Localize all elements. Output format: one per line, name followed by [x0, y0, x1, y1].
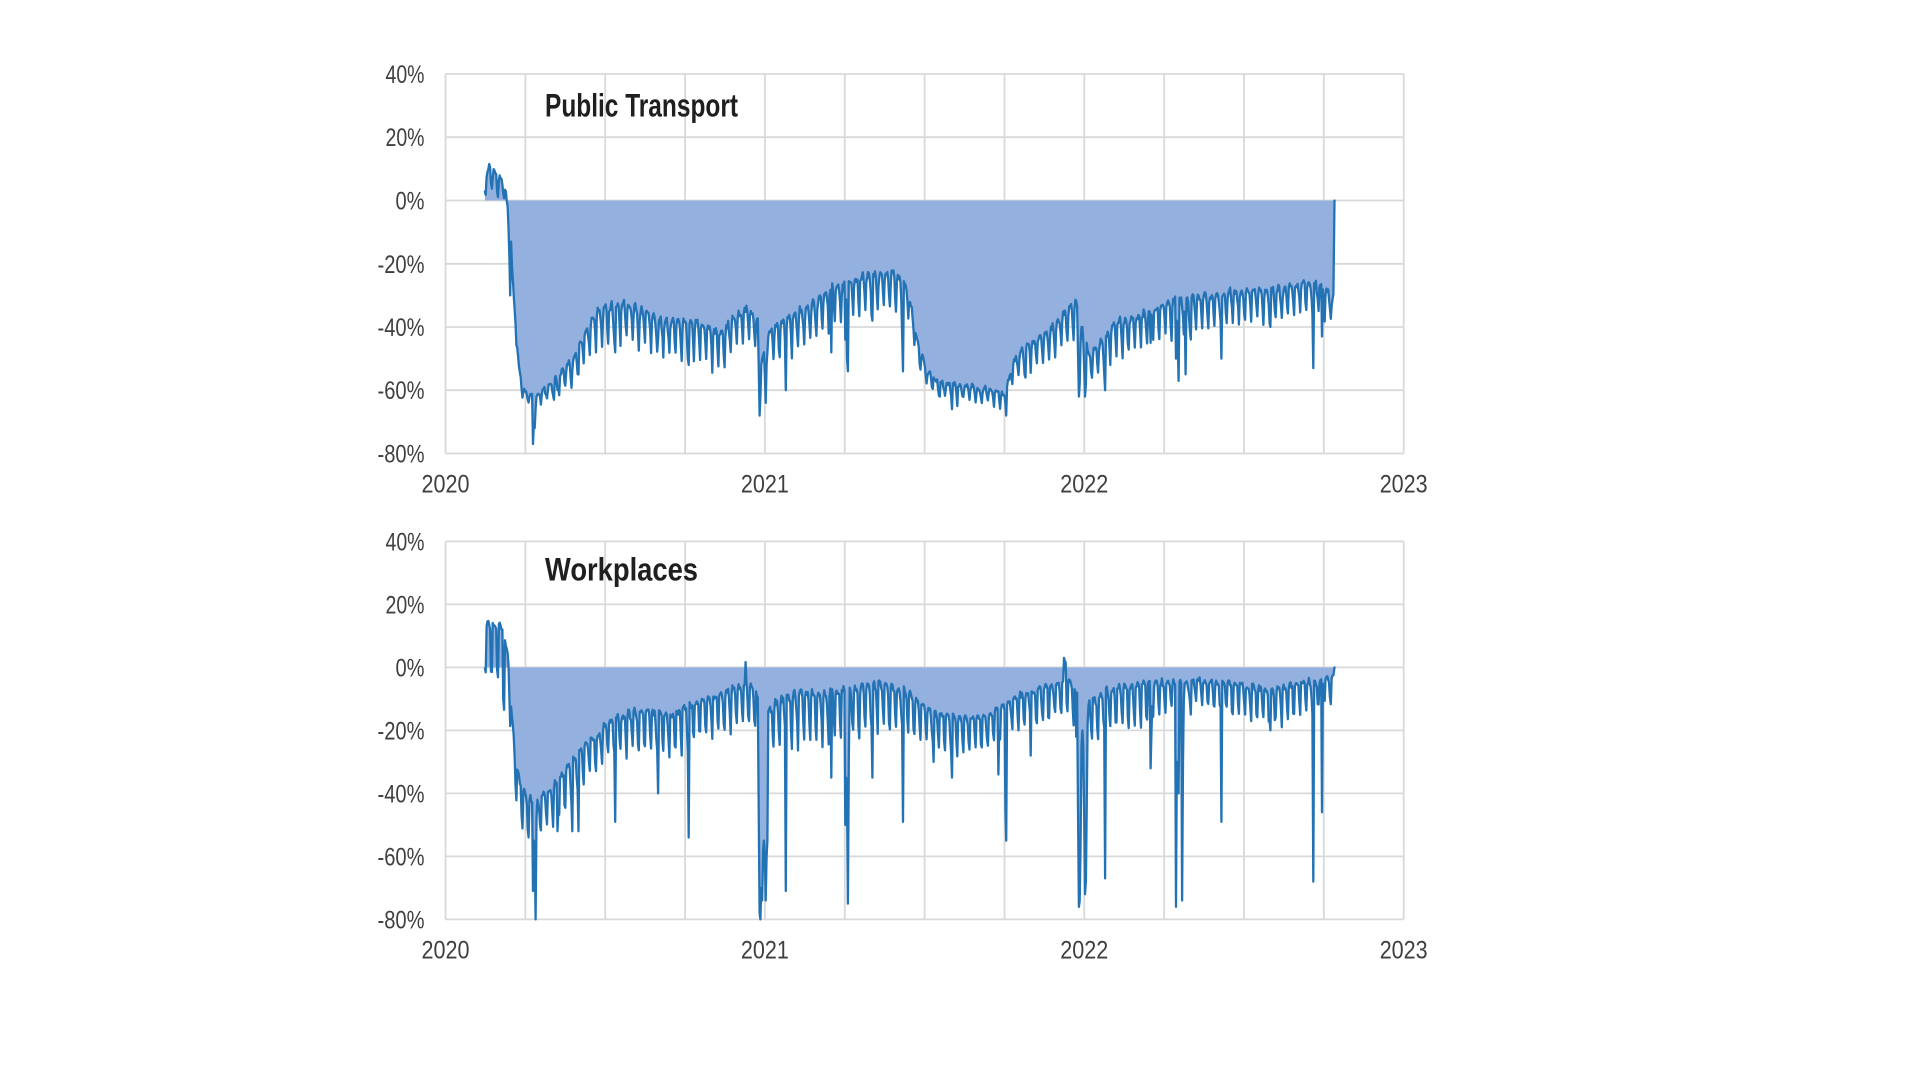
- svg-text:-40%: -40%: [378, 780, 425, 808]
- svg-text:-80%: -80%: [378, 441, 425, 469]
- svg-text:2021: 2021: [741, 937, 789, 965]
- svg-text:2021: 2021: [741, 471, 789, 499]
- svg-text:2020: 2020: [422, 471, 470, 499]
- svg-text:-20%: -20%: [378, 251, 425, 279]
- svg-text:2023: 2023: [1380, 937, 1428, 965]
- svg-text:2022: 2022: [1060, 937, 1108, 965]
- svg-text:Public Transport: Public Transport: [545, 88, 738, 124]
- svg-text:Workplaces: Workplaces: [545, 552, 698, 588]
- svg-text:2020: 2020: [422, 937, 470, 965]
- svg-text:2023: 2023: [1380, 471, 1428, 499]
- svg-text:-80%: -80%: [378, 906, 425, 934]
- svg-text:20%: 20%: [386, 591, 425, 619]
- svg-text:-40%: -40%: [378, 314, 425, 342]
- svg-text:0%: 0%: [396, 188, 425, 216]
- svg-text:-20%: -20%: [378, 717, 425, 745]
- svg-text:40%: 40%: [386, 528, 425, 556]
- svg-text:40%: 40%: [386, 61, 425, 89]
- svg-text:-60%: -60%: [378, 377, 425, 405]
- svg-text:0%: 0%: [396, 654, 425, 682]
- svg-text:-60%: -60%: [378, 843, 425, 871]
- svg-text:2022: 2022: [1060, 471, 1108, 499]
- svg-text:20%: 20%: [386, 124, 425, 152]
